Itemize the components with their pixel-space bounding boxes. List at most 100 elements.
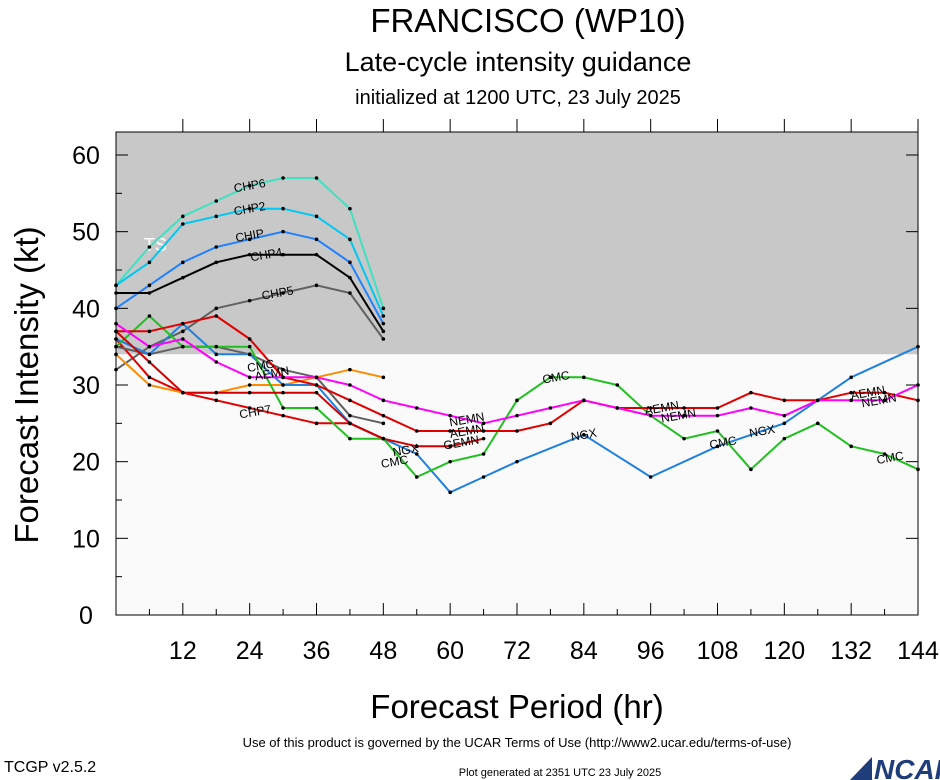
- series-point-ngx: [414, 452, 419, 456]
- series-point-aemn: [247, 337, 252, 341]
- series-label-nemn: NEMN: [448, 410, 485, 430]
- series-point-chp4: [314, 252, 319, 257]
- series-point-chp6: [348, 206, 352, 211]
- series-point-gemn: [414, 444, 419, 449]
- series-label-chp5: CHP5: [261, 283, 295, 302]
- series-point-cmc: [348, 436, 352, 441]
- series-label-nemn: NEMN: [660, 406, 697, 426]
- series-point-cmc: [882, 452, 887, 456]
- series-point-ngx: [448, 490, 452, 495]
- series-label-aemn: AEMN: [449, 421, 486, 441]
- series-point-series-7: [281, 367, 285, 372]
- series-point-cmc: [214, 344, 219, 349]
- series-point-cmc: [715, 429, 720, 433]
- x-tick-label-48: 48: [369, 637, 397, 665]
- axis-ticks: [116, 119, 919, 616]
- series-point-chp4: [214, 260, 219, 265]
- series-point-cmc: [782, 436, 787, 441]
- series-point-aemn: [448, 429, 452, 433]
- series-point-nemn: [849, 398, 853, 403]
- series-point-chp6: [147, 245, 152, 249]
- series-point-cmc: [147, 314, 152, 318]
- series-point-cmc: [548, 375, 553, 380]
- intensity-band-1: [116, 354, 918, 615]
- series-point-chp7: [247, 406, 252, 410]
- series-point-aemn: [749, 390, 753, 395]
- series-point-nemn: [281, 375, 285, 380]
- series-point-gemn: [381, 436, 386, 441]
- y-tick-label-10: 10: [72, 525, 100, 553]
- series-point-chp6: [314, 176, 319, 180]
- series-point-series-7: [381, 421, 386, 426]
- series-point-chip: [181, 260, 185, 265]
- series-label-gemn: GEMN: [442, 432, 480, 452]
- series-point-nemn: [481, 421, 486, 426]
- series-point-chip: [214, 245, 219, 249]
- series-point-aemn: [414, 429, 419, 433]
- y-tick-label-30: 30: [72, 372, 100, 400]
- series-point-chp4: [147, 291, 152, 295]
- series-point-ngx: [782, 421, 787, 426]
- series-point-aemn: [849, 390, 853, 395]
- series-point-gemn: [448, 444, 452, 449]
- series-point-nemn: [615, 406, 620, 410]
- series-point-aemn: [715, 406, 720, 410]
- series-point-chip: [381, 321, 386, 326]
- series-point-aemn: [548, 421, 553, 426]
- y-tick-label-60: 60: [72, 142, 100, 170]
- chart-init-time: initialized at 1200 UTC, 23 July 2025: [355, 87, 681, 109]
- series-label-ngx: NGX: [570, 426, 598, 444]
- series-point-aemn: [214, 314, 219, 318]
- x-tick-label-24: 24: [236, 637, 264, 665]
- series-point-chp5: [381, 337, 386, 341]
- x-tick-label-72: 72: [503, 637, 531, 665]
- series-point-gemn: [181, 390, 185, 395]
- series-label-cmc: CMC: [380, 452, 410, 471]
- series-point-nemn: [181, 337, 185, 341]
- series-label-cmc: CMC: [246, 357, 276, 376]
- series-label-cmc: CMC: [708, 433, 738, 452]
- series-point-cmc: [849, 444, 853, 449]
- series-point-aemn: [481, 429, 486, 433]
- series-point-chp5: [214, 306, 219, 311]
- plot-generated: Plot generated at 2351 UTC 23 July 2025: [459, 767, 661, 779]
- series-point-chp6: [281, 176, 285, 180]
- series-point-ngx: [481, 475, 486, 479]
- series-point-gemn: [348, 421, 352, 426]
- series-point-ngx: [849, 375, 853, 380]
- series-point-gemn: [481, 436, 486, 441]
- series-point-aemn: [181, 321, 185, 326]
- series-point-chp4: [348, 275, 352, 280]
- x-tick-label-84: 84: [570, 637, 598, 665]
- series-point-aemn: [515, 429, 519, 433]
- y-tick-label-40: 40: [72, 295, 100, 323]
- series-point-ngx: [515, 459, 519, 464]
- series-point-chp6: [181, 214, 185, 219]
- series-point-chip: [147, 283, 152, 288]
- series-point-chp2: [314, 214, 319, 219]
- series-point-chp7: [214, 398, 219, 403]
- series-point-cmc: [181, 344, 185, 349]
- series-point-nemn: [582, 398, 586, 403]
- series-point-nemn: [749, 406, 753, 410]
- series-label-aemn: AEMN: [644, 398, 681, 418]
- series-point-nemn: [314, 375, 319, 380]
- series-label-cmc: CMC: [875, 449, 905, 468]
- chart-title: FRANCISCO (WP10): [370, 2, 685, 39]
- series-point-cmc: [515, 398, 519, 403]
- x-tick-label-12: 12: [169, 637, 197, 665]
- series-point-series-6: [348, 367, 352, 372]
- series-point-nemn: [715, 413, 720, 418]
- x-tick-label-108: 108: [697, 637, 739, 665]
- series-point-chp6: [381, 306, 386, 311]
- series-label-chp6: CHP6: [233, 176, 267, 195]
- series-point-nemn: [548, 406, 553, 410]
- series-point-chp5: [348, 291, 352, 295]
- plot-frame: [115, 131, 919, 616]
- series-point-chp2: [247, 206, 252, 211]
- series-point-chp5: [314, 283, 319, 288]
- series-label-ngx: NGX: [392, 441, 420, 459]
- series-point-aemn: [682, 406, 686, 410]
- x-tick-label-120: 120: [763, 637, 805, 665]
